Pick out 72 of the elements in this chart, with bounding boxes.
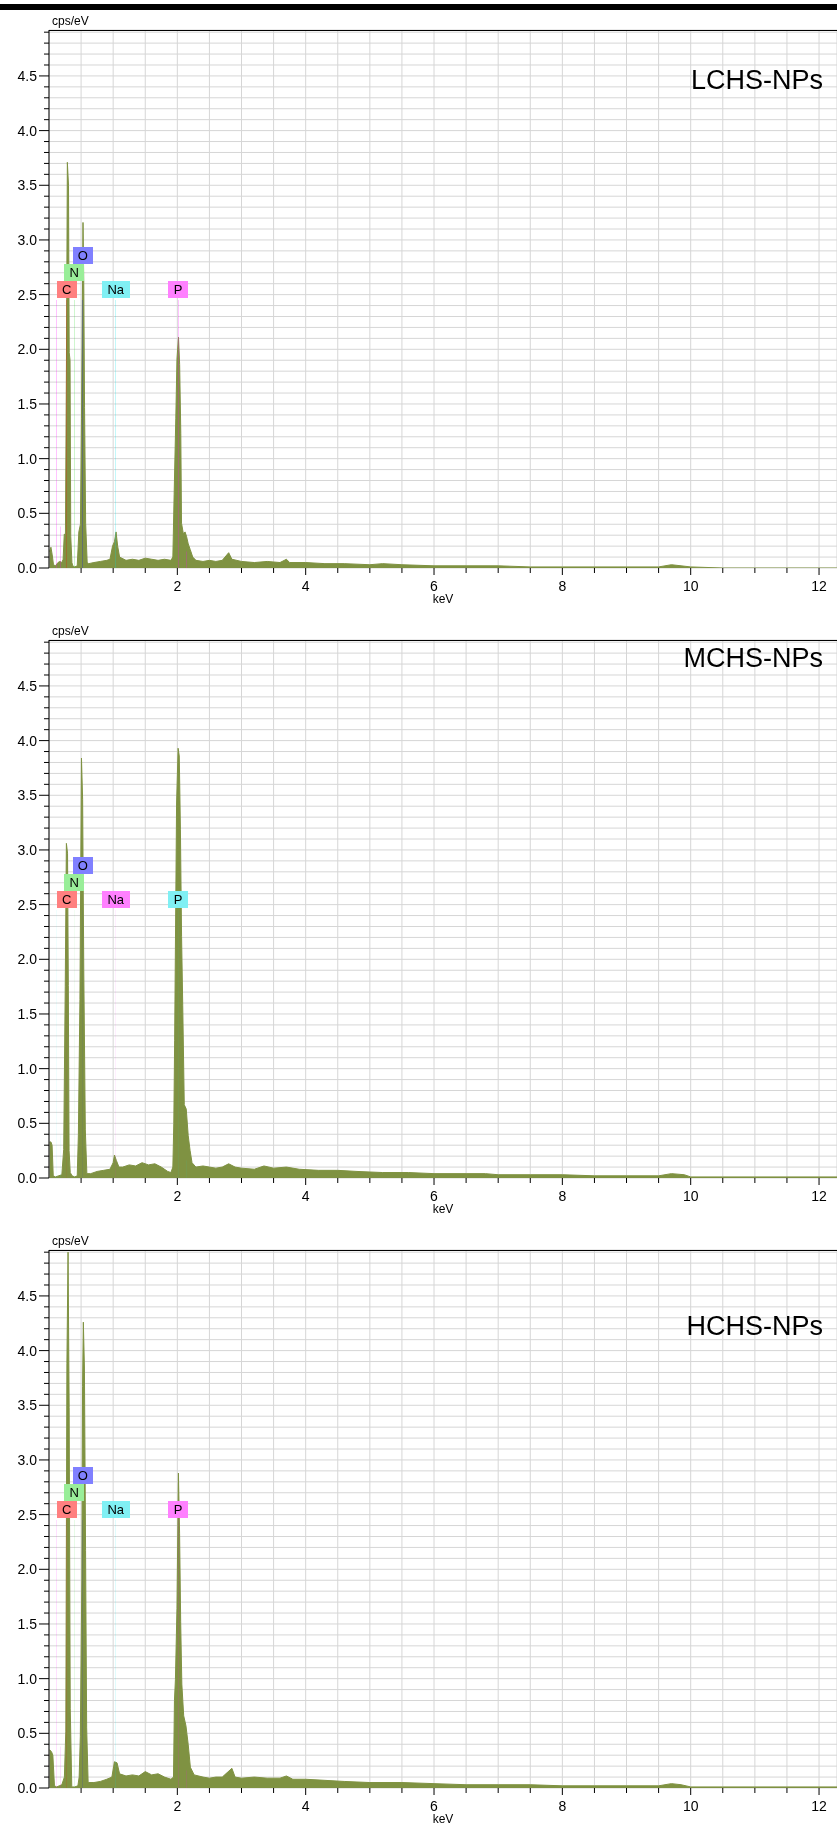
y-tick-label: 0.5 xyxy=(17,1725,38,1742)
y-tick-label: 1.5 xyxy=(17,1005,38,1022)
text: HCHS-NPs xyxy=(686,1310,823,1342)
y-tick-label: 4.0 xyxy=(17,122,38,139)
x-tick-label: 2 xyxy=(173,578,182,594)
y-tick-label: 4.5 xyxy=(17,1287,38,1304)
x-tick-label: 6 xyxy=(430,1798,439,1814)
x-tick-label: 12 xyxy=(811,578,828,594)
text: LCHS-NPs xyxy=(690,64,823,96)
y-tick-label: 0.5 xyxy=(17,505,38,522)
series-label: N xyxy=(64,1484,85,1502)
x-tick-label: 4 xyxy=(301,1188,310,1204)
chart-title: MCHS-NPs xyxy=(683,642,823,674)
y-axis-title: cps/eV xyxy=(52,14,89,28)
y-tick-label: 3.0 xyxy=(17,231,38,248)
series-label: N xyxy=(64,874,85,892)
y-tick-label: 1.0 xyxy=(17,1060,38,1077)
y-tick-label: 2.0 xyxy=(17,341,38,358)
y-tick-label: 2.0 xyxy=(17,951,38,968)
y-tick-label: 4.5 xyxy=(17,67,38,84)
y-tick-label: 2.0 xyxy=(17,1561,38,1578)
y-tick-label: 1.0 xyxy=(17,450,38,467)
y-tick-label: 0.0 xyxy=(17,1780,38,1796)
y-tick-label: 1.5 xyxy=(17,395,38,412)
x-tick-label: 12 xyxy=(811,1798,828,1814)
y-axis-title: cps/eV xyxy=(52,1234,89,1248)
y-tick-label: 3.0 xyxy=(17,1451,38,1468)
series-label: N xyxy=(64,264,85,282)
y-tick-label: 3.0 xyxy=(17,841,38,858)
y-tick-label: 4.5 xyxy=(17,677,38,694)
x-axis-title: keV xyxy=(432,1812,454,1826)
x-tick-label: 8 xyxy=(558,1798,567,1814)
y-axis-title: cps/eV xyxy=(52,624,89,638)
series-label: C xyxy=(56,891,77,909)
x-tick-label: 10 xyxy=(682,578,699,594)
y-tick-label: 2.5 xyxy=(17,286,38,303)
x-axis-title: keV xyxy=(432,1202,454,1216)
x-tick-label: 2 xyxy=(173,1798,182,1814)
text: O xyxy=(72,1467,93,1485)
y-tick-label: 4.0 xyxy=(17,732,38,749)
x-tick-label: 4 xyxy=(301,578,310,594)
y-tick-label: 0.0 xyxy=(17,1170,38,1186)
series-label: P xyxy=(168,1501,189,1519)
series-label: C xyxy=(56,1501,77,1519)
y-tick-label: 2.5 xyxy=(17,1506,38,1523)
y-tick-label: 4.0 xyxy=(17,1342,38,1359)
y-tick-label: 1.0 xyxy=(17,1670,38,1687)
text: O xyxy=(72,247,93,265)
x-tick-label: 2 xyxy=(173,1188,182,1204)
x-tick-label: 10 xyxy=(682,1798,699,1814)
x-tick-label: 8 xyxy=(558,578,567,594)
x-tick-label: 8 xyxy=(558,1188,567,1204)
y-tick-label: 3.5 xyxy=(17,787,38,804)
y-tick-label: 3.5 xyxy=(17,177,38,194)
series-label: Na xyxy=(101,891,130,909)
series-label: P xyxy=(168,281,189,299)
y-tick-label: 3.5 xyxy=(17,1397,38,1414)
series-label: Na xyxy=(101,1501,130,1519)
x-tick-label: 6 xyxy=(430,578,439,594)
x-axis-title: keV xyxy=(432,592,454,606)
series-label: C xyxy=(56,281,77,299)
y-tick-label: 2.5 xyxy=(17,896,38,913)
x-tick-label: 6 xyxy=(430,1188,439,1204)
y-tick-label: 0.5 xyxy=(17,1115,38,1132)
series-label: Na xyxy=(101,281,130,299)
y-tick-label: 1.5 xyxy=(17,1615,38,1632)
x-tick-label: 10 xyxy=(682,1188,699,1204)
x-tick-label: 4 xyxy=(301,1798,310,1814)
text: O xyxy=(72,857,93,875)
x-tick-label: 12 xyxy=(811,1188,828,1204)
series-label: P xyxy=(168,891,189,909)
y-tick-label: 0.0 xyxy=(17,560,38,576)
